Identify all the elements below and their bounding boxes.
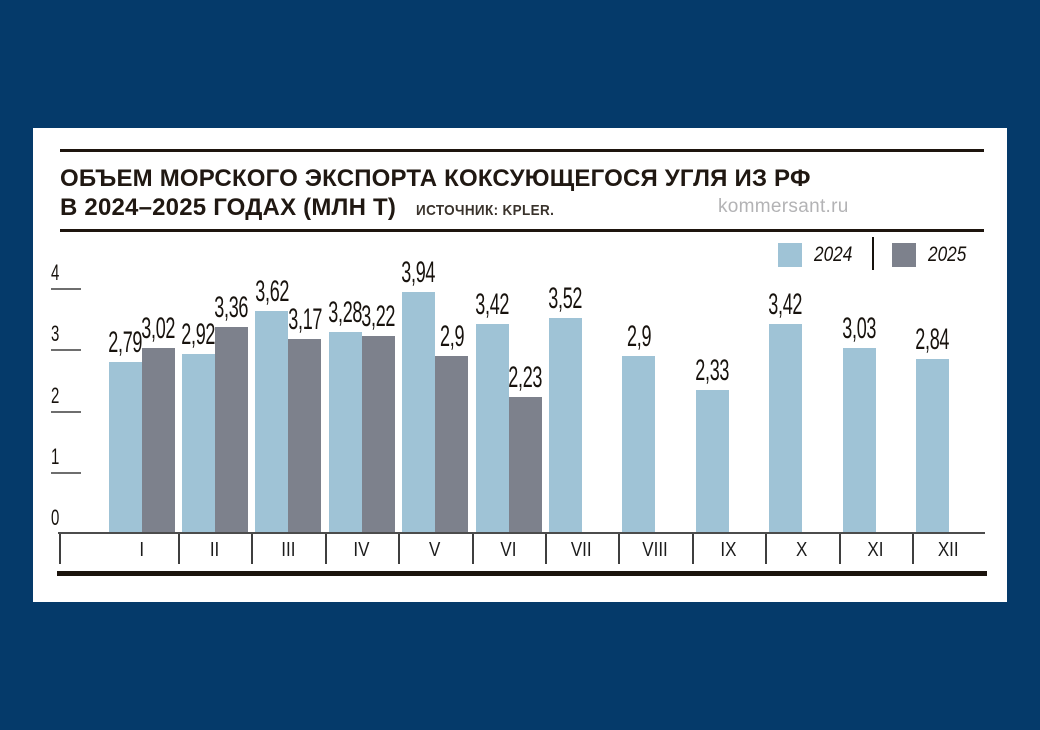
x-axis-separator bbox=[251, 534, 254, 564]
x-tick-label-I: I bbox=[138, 539, 144, 561]
chart-card: ОБЪЕМ МОРСКОГО ЭКСПОРТА КОКСУЮЩЕГОСЯ УГЛ… bbox=[33, 128, 1007, 602]
bar-value-label: 3,62 bbox=[254, 275, 289, 309]
x-axis-separator bbox=[545, 534, 547, 564]
x-axis-separator bbox=[618, 534, 621, 564]
plot-area: 2,79 3,02 2,92 3,36 3,62 3,17 3,28 3,22 3,94 2,9 3… bbox=[51, 257, 985, 533]
bar-value-label: 2,23 bbox=[508, 360, 543, 394]
legend-label-2025: 2025 bbox=[928, 243, 967, 266]
bar-2024-VI bbox=[475, 323, 509, 533]
bar-2024-VII bbox=[549, 317, 582, 533]
bar-2024-XI bbox=[842, 347, 876, 533]
bar-2025-II bbox=[215, 327, 248, 533]
bar-value-label: 3,94 bbox=[401, 255, 436, 289]
x-tick-label-V: V bbox=[429, 539, 441, 561]
y-tick-label-4: 4 bbox=[51, 260, 60, 286]
bar-value-label: 3,02 bbox=[141, 312, 176, 346]
legend-swatch-2024 bbox=[778, 243, 802, 267]
bar-value-label: 3,52 bbox=[548, 281, 583, 315]
y-tick-label-1: 1 bbox=[51, 443, 60, 469]
x-tick-label-VI: VI bbox=[500, 539, 517, 561]
top-rule bbox=[60, 149, 984, 152]
chart-title-line2: В 2024–2025 ГОДАХ (МЛН Т) ИСТОЧНИК: KPLER… bbox=[60, 193, 811, 225]
bar-2025-V bbox=[435, 355, 469, 533]
bar-value-label: 3,28 bbox=[328, 296, 363, 330]
bar-2024-V bbox=[402, 291, 436, 533]
x-tick-label-VIII: VIII bbox=[642, 539, 668, 561]
bar-2024-II bbox=[182, 354, 215, 533]
y-tick-label-0: 0 bbox=[51, 505, 60, 530]
bar-2025-I bbox=[141, 348, 175, 533]
y-tick-label-3: 3 bbox=[51, 321, 60, 347]
x-axis-separator bbox=[178, 534, 180, 564]
x-axis-separator bbox=[912, 534, 914, 564]
bar-2024-IX bbox=[695, 390, 729, 533]
x-tick-label-IX: IX bbox=[720, 539, 737, 561]
x-tick-label-XII: XII bbox=[938, 539, 960, 561]
x-axis-separator bbox=[471, 534, 474, 564]
x-tick-label-IV: IV bbox=[353, 539, 370, 561]
x-axis-separator bbox=[398, 534, 401, 564]
x-tick-label-X: X bbox=[796, 539, 808, 561]
y-tick-2 bbox=[51, 410, 81, 413]
x-tick-label-VII: VII bbox=[571, 539, 593, 561]
bar-2024-IV bbox=[328, 332, 362, 533]
x-tick-label-II: II bbox=[209, 539, 220, 561]
y-tick-4 bbox=[51, 288, 81, 291]
x-tick-label-III: III bbox=[281, 539, 296, 561]
bar-2024-I bbox=[108, 362, 142, 533]
x-tick-label-XI: XI bbox=[867, 539, 884, 561]
chart-title: ОБЪЕМ МОРСКОГО ЭКСПОРТА КОКСУЮЩЕГОСЯ УГЛ… bbox=[60, 164, 811, 225]
x-axis-baseline bbox=[58, 532, 985, 534]
bar-value-label: 2,9 bbox=[626, 319, 651, 353]
x-axis-separator bbox=[691, 534, 694, 564]
bar-value-label: 3,22 bbox=[361, 299, 396, 333]
bar-value-label: 2,9 bbox=[439, 319, 464, 353]
legend-label-2024: 2024 bbox=[814, 243, 853, 266]
y-tick-label-2: 2 bbox=[51, 382, 60, 408]
bar-value-label: 2,84 bbox=[915, 323, 950, 357]
legend-swatch-2025 bbox=[892, 243, 916, 267]
bar-2025-IV bbox=[361, 335, 395, 533]
x-axis-labels: I II III IV V VI VII VIII IX X XI XII bbox=[59, 534, 985, 565]
x-axis-separator bbox=[324, 534, 327, 564]
x-axis-separator bbox=[838, 534, 841, 564]
x-axis-separator bbox=[765, 534, 768, 564]
bar-2024-X bbox=[769, 323, 803, 533]
y-tick-1 bbox=[51, 471, 81, 474]
bar-2024-III bbox=[255, 311, 289, 533]
bar-value-label: 3,42 bbox=[768, 287, 803, 321]
bar-value-label: 2,79 bbox=[108, 326, 143, 360]
bar-2024-XII bbox=[916, 359, 949, 533]
mid-rule bbox=[60, 229, 984, 232]
bar-2025-III bbox=[288, 339, 322, 533]
bar-value-label: 3,42 bbox=[475, 287, 510, 321]
y-tick-3 bbox=[51, 349, 81, 352]
chart-title-line1: ОБЪЕМ МОРСКОГО ЭКСПОРТА КОКСУЮЩЕГОСЯ УГЛ… bbox=[60, 165, 811, 192]
bar-value-label: 3,03 bbox=[842, 311, 877, 345]
bar-value-label: 2,92 bbox=[181, 318, 216, 352]
bottom-rule bbox=[57, 571, 987, 576]
bar-value-label: 3,17 bbox=[287, 303, 322, 336]
bar-2024-VIII bbox=[622, 355, 656, 533]
bar-2025-VI bbox=[508, 396, 542, 533]
legend-divider bbox=[872, 237, 874, 270]
source-label: ИСТОЧНИК: KPLER. bbox=[416, 202, 555, 219]
kommersant-watermark: kommersant.ru bbox=[718, 196, 849, 217]
bar-value-label: 2,33 bbox=[695, 354, 730, 388]
x-axis-left-tick bbox=[59, 534, 61, 564]
bar-value-label: 3,36 bbox=[214, 291, 249, 325]
